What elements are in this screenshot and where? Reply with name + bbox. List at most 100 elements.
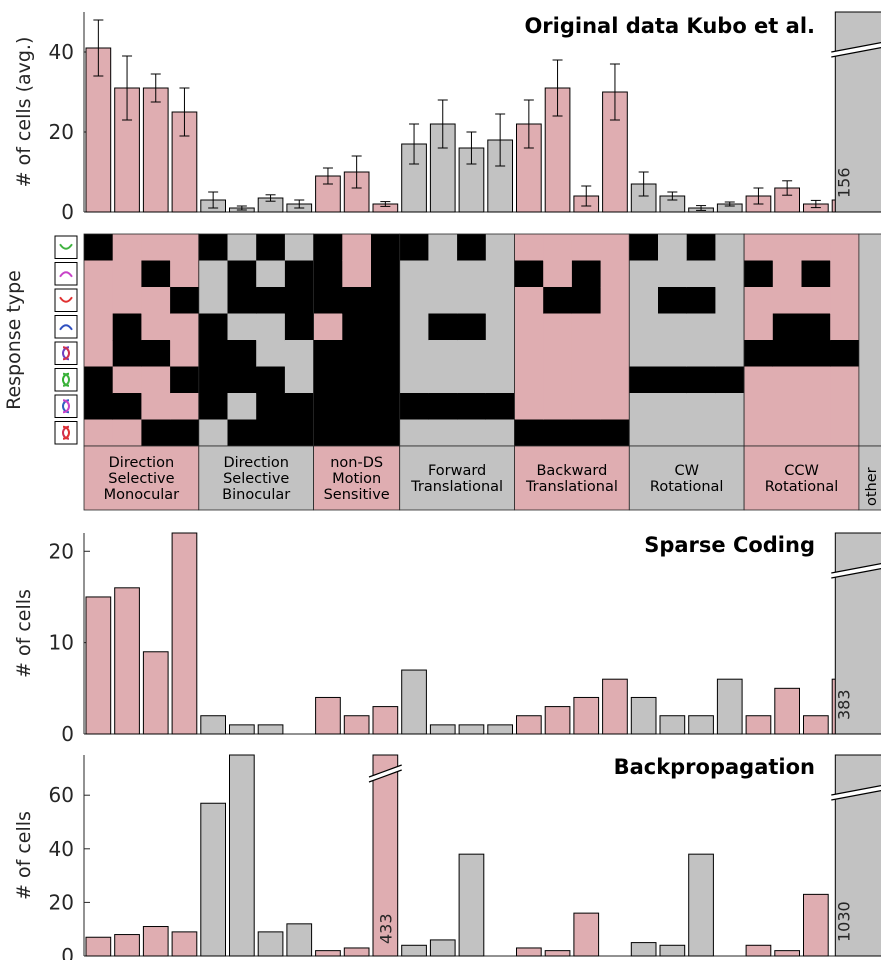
matrix-cell (399, 393, 429, 420)
bar (516, 715, 542, 735)
matrix-cell (84, 366, 114, 394)
matrix-cell (686, 366, 716, 394)
matrix-cell (830, 313, 860, 341)
y-tick-label: 20 (49, 539, 74, 563)
matrix-cell (801, 340, 831, 367)
matrix-cell (858, 393, 881, 420)
matrix-cell (801, 287, 831, 314)
bar (429, 939, 456, 957)
matrix-cell (457, 313, 487, 341)
matrix-cell (198, 393, 228, 420)
bar (458, 724, 485, 735)
axis-break-line (831, 790, 881, 801)
bar (429, 724, 456, 735)
matrix-cell (571, 313, 602, 341)
matrix-cell (371, 287, 401, 314)
axis-break-line (831, 42, 881, 53)
matrix-cell (514, 287, 544, 314)
matrix-cell (256, 234, 286, 261)
y-axis-label: # of cells (13, 811, 35, 900)
y-tick-label: 60 (49, 783, 74, 807)
category-label-box (83, 445, 200, 511)
matrix-cell (227, 260, 257, 288)
matrix-cell (313, 419, 343, 447)
bar (343, 947, 370, 957)
matrix-cell (313, 393, 343, 420)
matrix-cell (571, 419, 602, 447)
matrix-cell (112, 260, 142, 288)
axis-break-gap (831, 42, 881, 57)
matrix-cell (141, 340, 171, 367)
bar (544, 706, 571, 735)
category-label: Selective (223, 471, 289, 487)
matrix-cell (600, 287, 630, 314)
stimulus-icon (54, 288, 78, 312)
matrix-cell (801, 313, 831, 341)
category-label: Direction (223, 455, 289, 471)
axis-break-line (831, 785, 881, 796)
matrix-cell (830, 234, 860, 261)
y-tick-label: 40 (49, 40, 74, 64)
matrix-cell (658, 313, 688, 341)
matrix-cell (686, 393, 716, 420)
matrix-cell (658, 393, 688, 420)
matrix-cell (198, 234, 228, 261)
matrix-cell (198, 340, 228, 367)
matrix-cell (600, 313, 630, 341)
matrix-cell (428, 419, 458, 447)
matrix-cell (715, 313, 745, 341)
matrix-cell (858, 313, 881, 341)
matrix-cell (342, 287, 372, 314)
bar (315, 696, 341, 735)
matrix-cell (772, 234, 802, 261)
matrix-cell (342, 340, 372, 367)
matrix-cell (284, 393, 315, 420)
bar-other (834, 11, 881, 213)
matrix-cell (170, 260, 200, 288)
bar-other-value-label: 1030 (834, 901, 853, 942)
matrix-cell (112, 313, 142, 341)
stimulus-icon (54, 262, 78, 286)
rotation-arrow-icon (62, 399, 70, 414)
axis-break-line (831, 568, 881, 579)
category-label: Translational (525, 479, 618, 495)
matrix-cell (858, 287, 881, 314)
matrix-cell (715, 393, 745, 420)
matrix-cell (141, 313, 171, 341)
matrix-cell (170, 313, 200, 341)
matrix-cell (227, 366, 257, 394)
y-tick-label: 20 (49, 120, 74, 144)
matrix-cell (543, 366, 573, 394)
stimulus-icon (54, 421, 78, 445)
stimulus-icon (54, 394, 78, 418)
matrix-cell (571, 366, 602, 394)
matrix-cell (514, 234, 544, 261)
category-label: CW (674, 463, 698, 479)
matrix-cell (686, 234, 716, 261)
bar (171, 532, 198, 735)
category-label: Binocular (222, 487, 290, 503)
matrix-cell (428, 313, 458, 341)
category-label: Sensitive (324, 487, 390, 503)
matrix-cell (686, 340, 716, 367)
rotation-arrow-icon (62, 425, 70, 440)
matrix-cell (715, 340, 745, 367)
matrix-cell (715, 419, 745, 447)
matrix-cell (227, 287, 257, 314)
matrix-cell (830, 366, 860, 394)
matrix-cell (830, 393, 860, 420)
y-axis-label: Response type (3, 270, 25, 410)
matrix-cell (457, 234, 487, 261)
matrix-cell (342, 313, 372, 341)
matrix-cell (112, 234, 142, 261)
matrix-cell (84, 234, 114, 261)
matrix-cell (543, 340, 573, 367)
matrix-cell (600, 340, 630, 367)
matrix-cell (858, 260, 881, 288)
matrix-cell (141, 366, 171, 394)
matrix-cell (428, 393, 458, 420)
matrix-cell (198, 313, 228, 341)
matrix-cell (112, 419, 142, 447)
y-axis-label: # of cells (avg.) (13, 37, 35, 188)
bar (229, 724, 255, 735)
